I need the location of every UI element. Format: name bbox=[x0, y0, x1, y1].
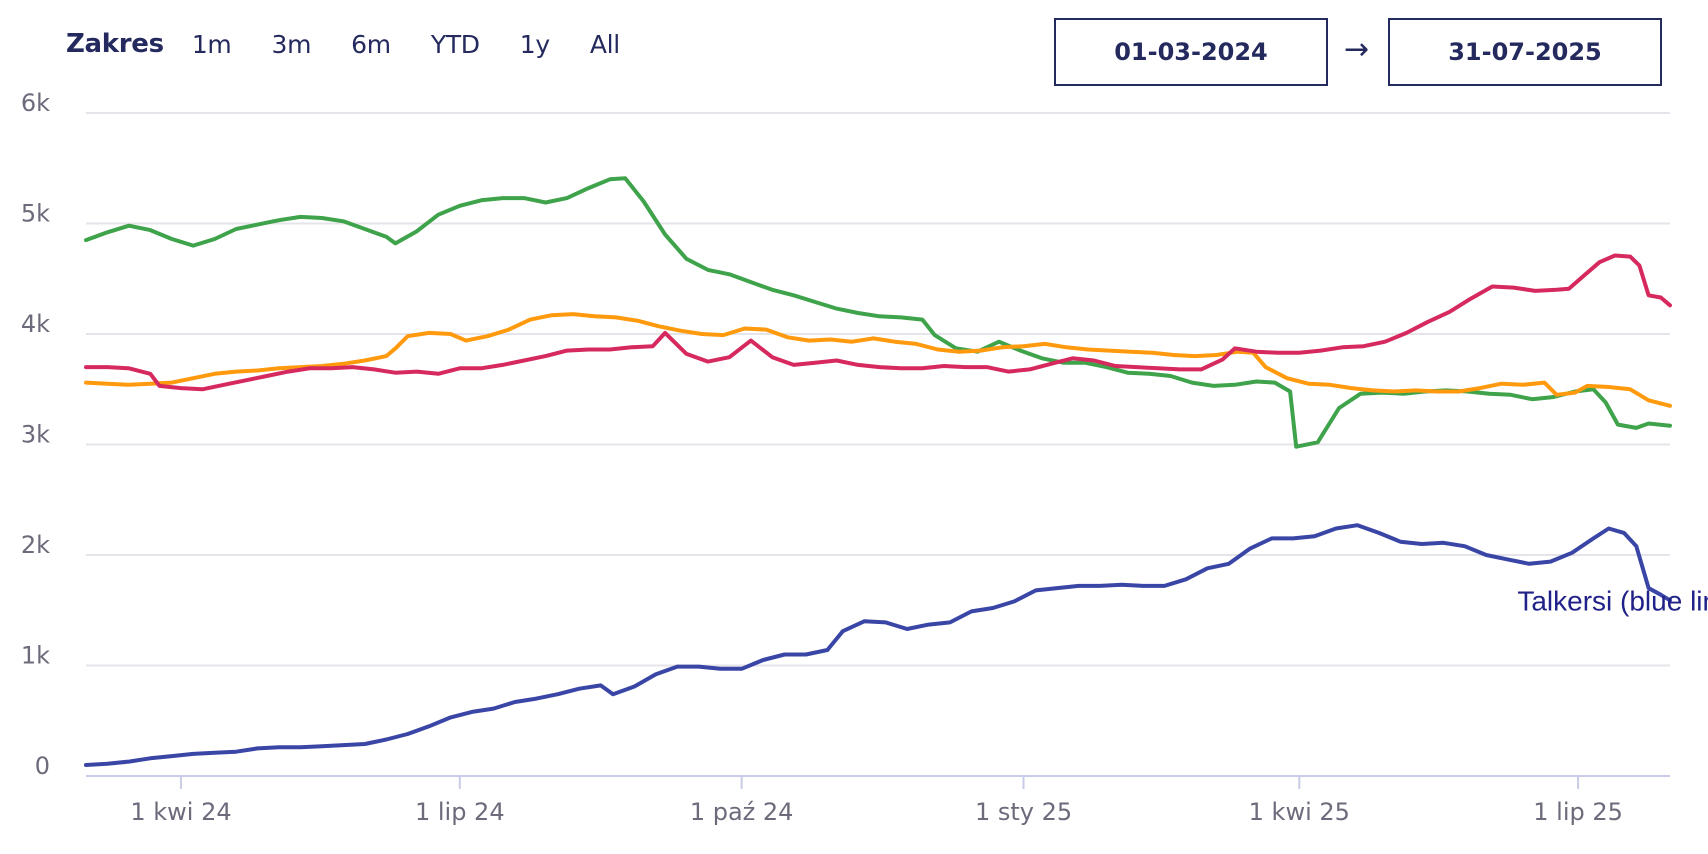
y-tick-label: 1k bbox=[21, 642, 50, 670]
date-from-input[interactable]: 01-03-2024 bbox=[1054, 18, 1328, 86]
x-tick-label: 1 kwi 25 bbox=[1249, 798, 1350, 826]
series-line-crimson bbox=[84, 253, 1672, 392]
date-to-input[interactable]: 31-07-2025 bbox=[1388, 18, 1662, 86]
x-tick-label: 1 paź 24 bbox=[690, 798, 794, 826]
series-line-green bbox=[84, 176, 1672, 449]
range-1m-button[interactable]: 1m bbox=[191, 29, 232, 59]
x-tick-label: 1 sty 25 bbox=[975, 798, 1072, 826]
range-3m-button[interactable]: 3m bbox=[271, 29, 312, 59]
range-toolbar: Zakres 1m 3m 6m YTD 1y All bbox=[66, 20, 660, 68]
date-range-arrow: → bbox=[1344, 32, 1370, 67]
range-all-button[interactable]: All bbox=[589, 29, 620, 59]
series-line-orange bbox=[84, 312, 1672, 408]
x-tick-label: 1 lip 25 bbox=[1533, 798, 1623, 826]
y-tick-label: 2k bbox=[21, 531, 50, 559]
range-1y-button[interactable]: 1y bbox=[519, 29, 550, 59]
y-tick-label: 3k bbox=[21, 421, 50, 449]
range-6m-button[interactable]: 6m bbox=[351, 29, 391, 59]
y-tick-label: 4k bbox=[21, 310, 50, 338]
range-ytd-button[interactable]: YTD bbox=[430, 29, 480, 59]
series-line-blue bbox=[84, 523, 1672, 767]
y-tick-label: 0 bbox=[35, 752, 50, 780]
y-tick-label: 5k bbox=[21, 200, 50, 228]
x-tick-label: 1 lip 24 bbox=[415, 798, 505, 826]
annotation-label: Talkersi (blue line) bbox=[1517, 585, 1708, 616]
range-label: Zakres bbox=[66, 29, 164, 59]
x-tick-label: 1 kwi 24 bbox=[130, 798, 231, 826]
y-tick-label: 6k bbox=[21, 89, 50, 117]
